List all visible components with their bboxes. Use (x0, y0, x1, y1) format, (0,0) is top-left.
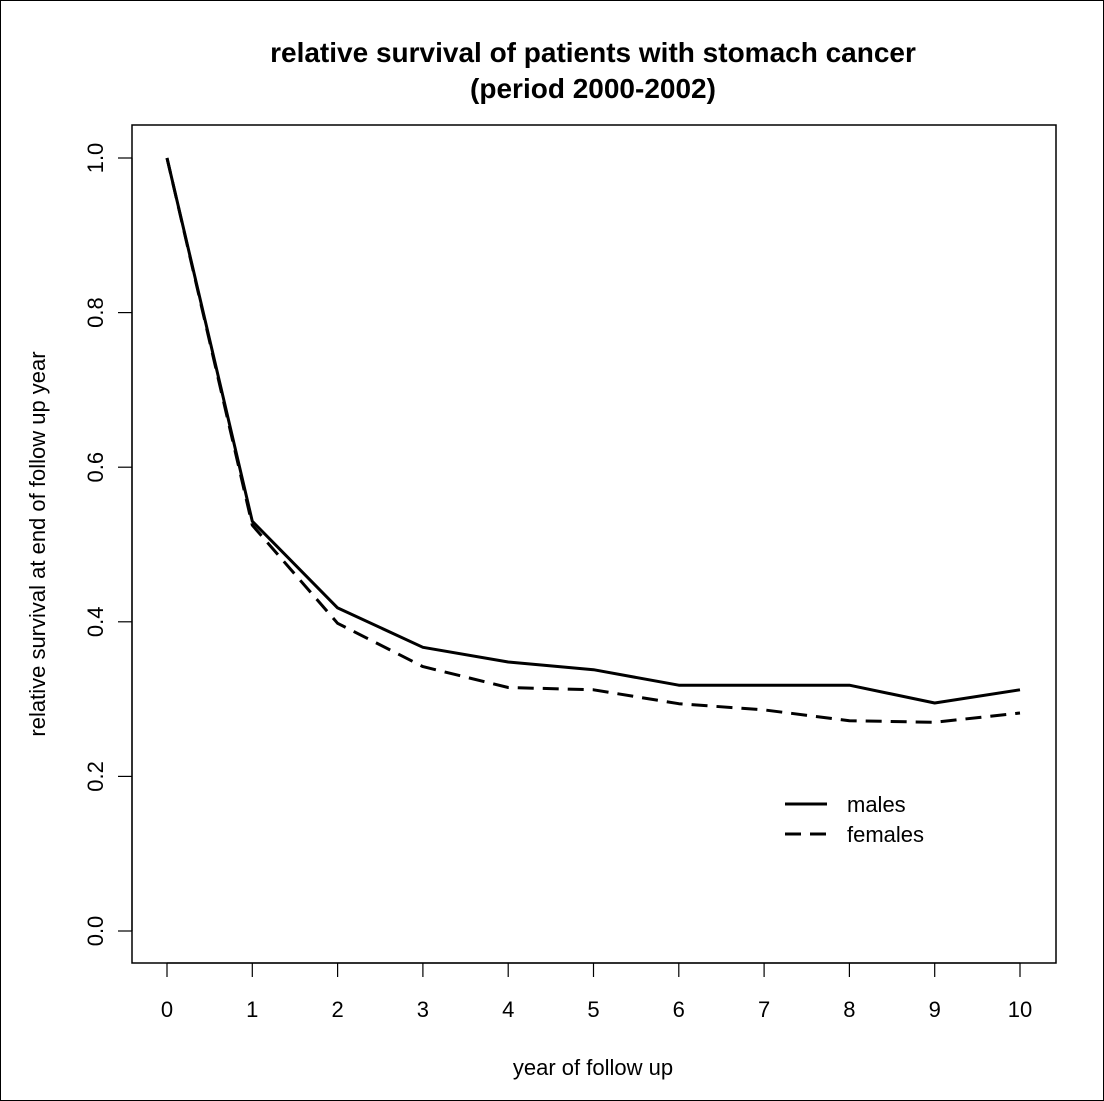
y-tick-label: 0.0 (83, 916, 108, 947)
y-tick-label: 0.4 (83, 607, 108, 638)
y-tick-label: 0.6 (83, 452, 108, 483)
x-tick-label: 8 (843, 997, 855, 1022)
x-tick-label: 9 (929, 997, 941, 1022)
y-tick-label: 0.8 (83, 297, 108, 328)
legend-label-males: males (847, 792, 906, 817)
x-tick-label: 1 (246, 997, 258, 1022)
x-tick-label: 0 (161, 997, 173, 1022)
series-line-females (165, 157, 1021, 724)
x-tick-label: 10 (1008, 997, 1032, 1022)
x-tick-label: 3 (417, 997, 429, 1022)
x-tick-label: 4 (502, 997, 514, 1022)
x-tick-label: 5 (587, 997, 599, 1022)
legend: males females (785, 792, 924, 847)
legend-label-females: females (847, 822, 924, 847)
y-tick-label: 1.0 (83, 143, 108, 174)
x-tick-label: 7 (758, 997, 770, 1022)
y-tick-label: 0.2 (83, 761, 108, 792)
x-axis: 0 1 2 3 4 5 6 7 8 9 10 (161, 962, 1032, 1022)
series-line-males (165, 157, 1021, 705)
x-tick-label: 6 (673, 997, 685, 1022)
chart-subtitle: (period 2000-2002) (470, 73, 716, 104)
y-axis: 0.0 0.2 0.4 0.6 0.8 1.0 (83, 143, 133, 947)
series-layer (165, 157, 1021, 724)
y-axis-label: relative survival at end of follow up ye… (25, 351, 50, 736)
chart-title: relative survival of patients with stoma… (270, 37, 916, 68)
x-axis-label: year of follow up (513, 1055, 673, 1080)
x-tick-label: 2 (331, 997, 343, 1022)
